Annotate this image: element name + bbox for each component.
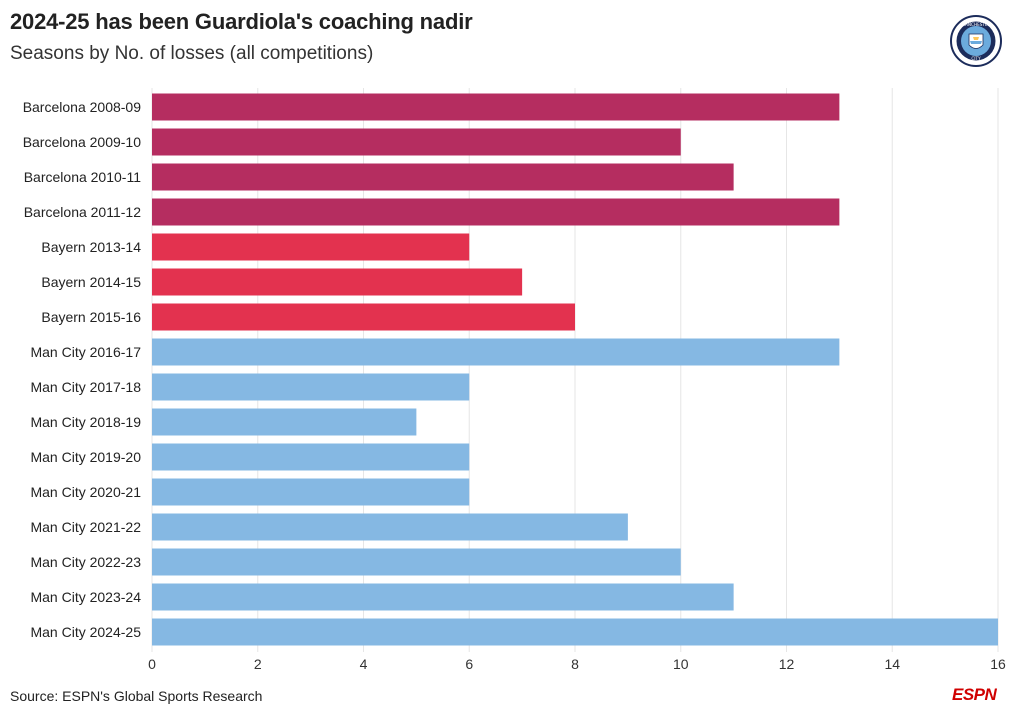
bar	[152, 408, 417, 436]
category-label: Barcelona 2010-11	[24, 169, 141, 185]
category-label: Man City 2021-22	[30, 519, 141, 535]
x-tick-label: 8	[571, 656, 579, 672]
bar	[152, 478, 470, 506]
category-label: Man City 2022-23	[30, 554, 141, 570]
bar	[152, 233, 470, 261]
x-tick-label: 12	[779, 656, 795, 672]
bar	[152, 513, 628, 541]
crest-text-bottom: CITY	[971, 56, 981, 61]
x-tick-label: 2	[254, 656, 262, 672]
source-note: Source: ESPN's Global Sports Research	[10, 688, 263, 704]
category-label: Man City 2024-25	[30, 624, 141, 640]
chart-subtitle: Seasons by No. of losses (all competitio…	[10, 43, 374, 64]
category-label: Bayern 2015-16	[41, 309, 141, 325]
x-tick-label: 0	[148, 656, 156, 672]
category-label: Man City 2019-20	[30, 449, 141, 465]
category-label: Man City 2020-21	[30, 484, 141, 500]
bar	[152, 198, 840, 226]
manchester-city-crest-icon: MANCHESTER CITY	[950, 15, 1002, 67]
category-label: Barcelona 2008-09	[23, 99, 142, 115]
bar	[152, 128, 681, 156]
bar	[152, 338, 840, 366]
x-tick-label: 4	[360, 656, 368, 672]
category-label: Bayern 2013-14	[41, 239, 141, 255]
bar	[152, 443, 470, 471]
chart-title: 2024-25 has been Guardiola's coaching na…	[10, 9, 473, 34]
category-label: Man City 2017-18	[30, 379, 141, 395]
category-label: Bayern 2014-15	[41, 274, 141, 290]
x-tick-label: 6	[465, 656, 473, 672]
x-tick-label: 14	[884, 656, 900, 672]
category-label: Barcelona 2011-12	[24, 204, 141, 220]
x-tick-label: 10	[673, 656, 689, 672]
bar	[152, 548, 681, 576]
bar	[152, 373, 470, 401]
category-label: Barcelona 2009-10	[23, 134, 142, 150]
bar	[152, 93, 840, 121]
bar	[152, 618, 998, 646]
category-label: Man City 2016-17	[30, 344, 141, 360]
category-label: Man City 2018-19	[30, 414, 141, 430]
crest-text-top: MANCHESTER	[961, 22, 990, 27]
bar	[152, 583, 734, 611]
bar	[152, 303, 575, 331]
bar	[152, 268, 523, 296]
category-label: Man City 2023-24	[30, 589, 141, 605]
espn-logo-text: ESPN	[952, 686, 998, 702]
x-tick-label: 16	[990, 656, 1006, 672]
bar	[152, 163, 734, 191]
espn-logo-icon: ESPN	[952, 686, 998, 702]
